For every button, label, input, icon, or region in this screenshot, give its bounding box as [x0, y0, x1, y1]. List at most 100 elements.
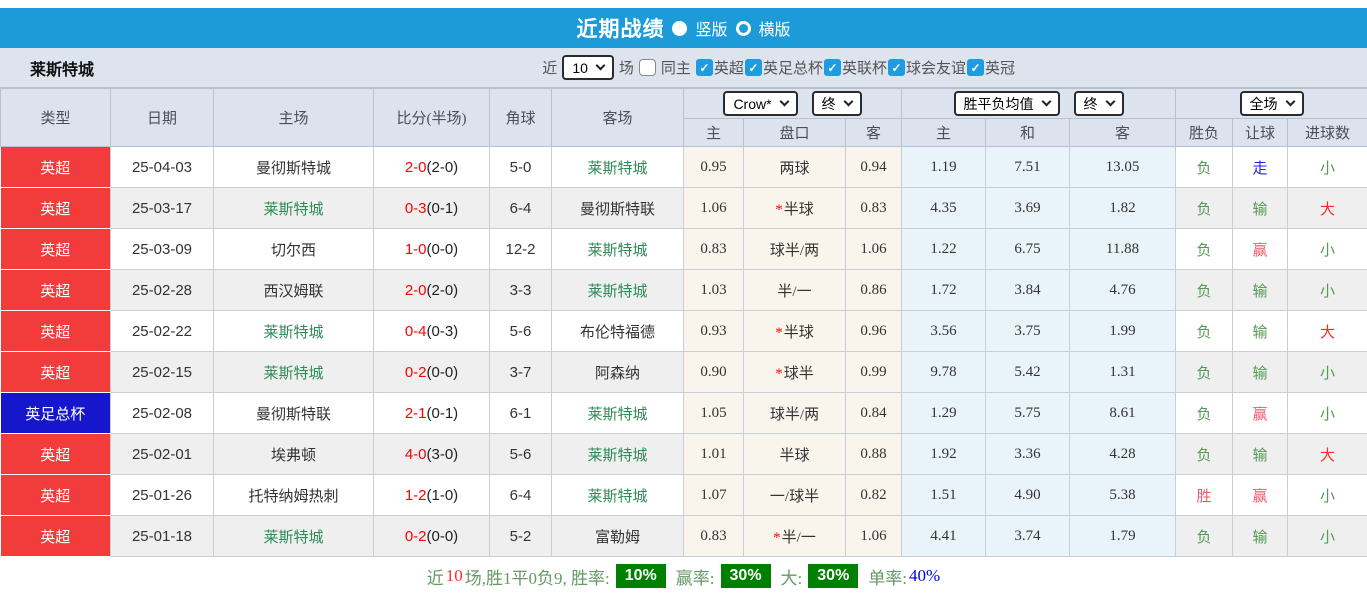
outcome-cell: 负 [1176, 516, 1233, 557]
fulltime-score: 2-0 [405, 282, 427, 299]
avg-draw-cell: 3.69 [986, 188, 1070, 229]
odds-company-select[interactable]: Crow* [723, 91, 797, 116]
score-cell: 0-3(0-1) [374, 188, 490, 229]
date-cell: 25-03-09 [111, 229, 214, 270]
league-label: 英冠 [985, 57, 1015, 78]
profit-rate-badge: 30% [721, 564, 771, 588]
score-cell: 2-0(2-0) [374, 270, 490, 311]
avg-draw-cell: 3.75 [986, 311, 1070, 352]
handicap-result-cell: 输 [1233, 311, 1288, 352]
home-team-cell: 莱斯特城 [214, 516, 374, 557]
subheader-avg-home: 主 [902, 119, 986, 147]
league-checkbox[interactable]: ✓ [696, 59, 713, 76]
odds-company-value: Crow* [733, 96, 771, 112]
odds-away-cell: 0.99 [846, 352, 902, 393]
home-team-cell: 西汉姆联 [214, 270, 374, 311]
goals-cell: 小 [1288, 475, 1367, 516]
radio-vertical[interactable] [672, 21, 687, 36]
handicap-result-cell: 赢 [1233, 475, 1288, 516]
subheader-goals: 进球数 [1288, 119, 1367, 147]
league-checkbox[interactable]: ✓ [745, 59, 762, 76]
odds-home-cell: 1.01 [684, 434, 744, 475]
fulltime-score: 2-0 [405, 159, 427, 176]
odds-home-cell: 0.95 [684, 147, 744, 188]
league-checkbox[interactable]: ✓ [967, 59, 984, 76]
date-cell: 25-02-01 [111, 434, 214, 475]
star-marker: * [775, 325, 783, 341]
handicap-cell: 球半/两 [744, 229, 846, 270]
corners-cell: 5-2 [490, 516, 552, 557]
goals-cell: 小 [1288, 393, 1367, 434]
star-marker: * [773, 530, 781, 546]
avg-draw-cell: 4.90 [986, 475, 1070, 516]
outcome-cell: 负 [1176, 147, 1233, 188]
match-count-select[interactable]: 10 [562, 55, 614, 80]
league-checkbox[interactable]: ✓ [824, 59, 841, 76]
avg-type-select[interactable]: 胜平负均值 [954, 91, 1060, 116]
goals-cell: 小 [1288, 352, 1367, 393]
subheader-handicap-result: 让球 [1233, 119, 1288, 147]
avg-home-cell: 1.51 [902, 475, 986, 516]
home-team-cell: 曼彻斯特联 [214, 393, 374, 434]
header-type: 类型 [1, 89, 111, 147]
away-team-cell: 莱斯特城 [552, 434, 684, 475]
chevron-down-icon [1105, 97, 1115, 107]
same-venue-checkbox[interactable] [639, 59, 656, 76]
avg-away-cell: 4.76 [1070, 270, 1176, 311]
league-label: 英联杯 [842, 57, 887, 78]
filter-bar: 莱斯特城 近 10 场 同主 ✓英超✓英足总杯✓英联杯✓球会友谊✓英冠 [0, 48, 1367, 88]
league-badge: 英足总杯 [1, 393, 111, 434]
avg-away-cell: 5.38 [1070, 475, 1176, 516]
odds-group-header: Crow* 终 [684, 89, 902, 119]
handicap-result-cell: 输 [1233, 352, 1288, 393]
odds-home-cell: 0.93 [684, 311, 744, 352]
halftime-score: (2-0) [427, 159, 459, 176]
corners-cell: 12-2 [490, 229, 552, 270]
odds-away-cell: 0.82 [846, 475, 902, 516]
handicap-cell: 两球 [744, 147, 846, 188]
subheader-avg-away: 客 [1070, 119, 1176, 147]
radio-horizontal[interactable] [736, 21, 751, 36]
fulltime-score: 4-0 [405, 446, 427, 463]
scope-select[interactable]: 全场 [1240, 91, 1304, 116]
chevron-down-icon [1041, 97, 1051, 107]
result-group-header: 全场 [1176, 89, 1367, 119]
fulltime-score: 1-0 [405, 241, 427, 258]
odds-final-select[interactable]: 终 [812, 91, 862, 116]
away-team-cell: 莱斯特城 [552, 475, 684, 516]
odds-away-cell: 1.06 [846, 516, 902, 557]
league-checkbox[interactable]: ✓ [888, 59, 905, 76]
fulltime-score: 0-3 [405, 200, 427, 217]
subheader-odds-home: 主 [684, 119, 744, 147]
filter-controls: 近 10 场 同主 ✓英超✓英足总杯✓英联杯✓球会友谊✓英冠 [542, 55, 1015, 80]
odds-home-cell: 1.06 [684, 188, 744, 229]
avg-away-cell: 1.82 [1070, 188, 1176, 229]
fulltime-score: 1-2 [405, 487, 427, 504]
avg-draw-cell: 7.51 [986, 147, 1070, 188]
date-cell: 25-01-26 [111, 475, 214, 516]
away-team-cell: 莱斯特城 [552, 393, 684, 434]
away-team-cell: 富勒姆 [552, 516, 684, 557]
goals-cell: 大 [1288, 311, 1367, 352]
league-badge: 英超 [1, 147, 111, 188]
near-label: 近 [542, 57, 557, 78]
header-away: 客场 [552, 89, 684, 147]
avg-away-cell: 1.31 [1070, 352, 1176, 393]
handicap-result-cell: 赢 [1233, 393, 1288, 434]
odds-home-cell: 0.83 [684, 516, 744, 557]
odds-home-cell: 0.90 [684, 352, 744, 393]
handicap-cell: *半球 [744, 311, 846, 352]
goals-cell: 小 [1288, 229, 1367, 270]
avg-away-cell: 8.61 [1070, 393, 1176, 434]
fulltime-score: 0-2 [405, 364, 427, 381]
avg-draw-cell: 5.42 [986, 352, 1070, 393]
avg-home-cell: 1.19 [902, 147, 986, 188]
avg-final-select[interactable]: 终 [1074, 91, 1124, 116]
league-label: 球会友谊 [906, 57, 966, 78]
avg-away-cell: 11.88 [1070, 229, 1176, 270]
corners-cell: 5-0 [490, 147, 552, 188]
footer-count: 10 [446, 566, 463, 586]
